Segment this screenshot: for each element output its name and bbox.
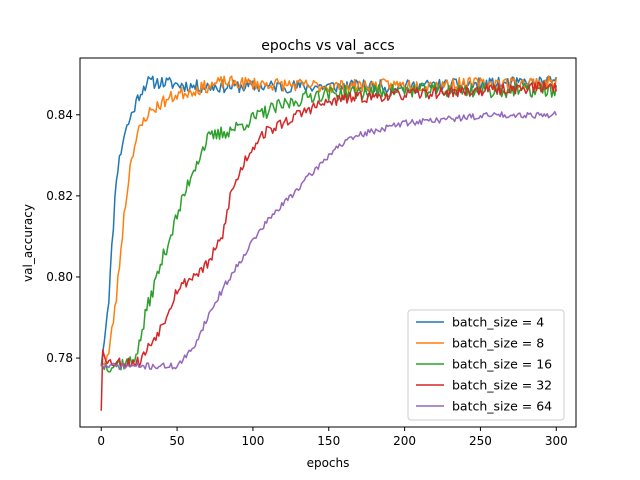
y-axis-label: val_accuracy (21, 204, 35, 282)
y-tick-label: 0.82 (46, 189, 73, 203)
series-line (100, 75, 558, 367)
x-tick-label: 50 (169, 434, 184, 448)
y-tick-label: 0.80 (46, 270, 73, 284)
legend-label: batch_size = 8 (452, 336, 544, 351)
x-tick-label: 250 (469, 434, 492, 448)
plot-frame (79, 57, 577, 428)
x-axis-ticks: 0 50 100 150 200 250 300 (97, 427, 568, 448)
legend: batch_size = 4 batch_size = 8 batch_size =… (407, 309, 565, 421)
legend-label: batch_size = 64 (452, 399, 552, 414)
legend-label: batch_size = 32 (452, 378, 552, 393)
legend-label: batch_size = 4 (452, 315, 544, 330)
plot-lines (100, 75, 558, 411)
x-axis-label: epochs (307, 456, 350, 470)
legend-box (407, 309, 565, 421)
x-tick-label: 0 (97, 434, 105, 448)
x-tick-label: 150 (317, 434, 340, 448)
x-tick-label: 100 (241, 434, 264, 448)
y-tick-label: 0.78 (46, 351, 73, 365)
y-axis-ticks: 0.78 0.80 0.82 0.84 (46, 108, 80, 365)
series-line (100, 81, 558, 411)
chart-title: epochs vs val_accs (261, 38, 394, 54)
series-line (101, 110, 557, 371)
legend-label: batch_size = 16 (452, 357, 552, 372)
x-tick-label: 300 (545, 434, 568, 448)
y-tick-label: 0.84 (46, 108, 73, 122)
x-tick-label: 200 (393, 434, 416, 448)
